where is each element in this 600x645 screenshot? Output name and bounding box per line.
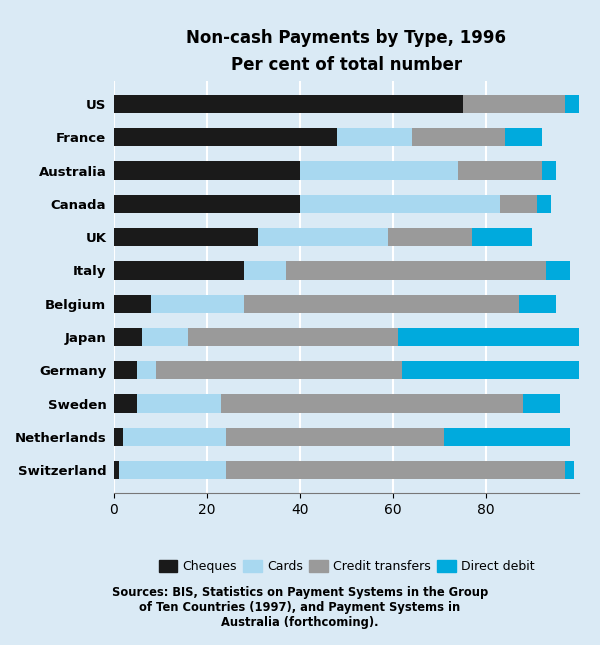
Bar <box>537 195 551 213</box>
Bar <box>542 161 556 180</box>
Bar <box>151 295 244 313</box>
Bar <box>156 361 402 379</box>
Bar <box>142 328 188 346</box>
Bar <box>523 394 560 413</box>
Bar <box>114 161 300 180</box>
Bar <box>463 95 565 113</box>
Bar <box>114 295 151 313</box>
Bar <box>565 95 579 113</box>
Bar <box>114 128 337 146</box>
Bar <box>258 228 388 246</box>
Bar <box>137 361 156 379</box>
Bar <box>114 261 244 279</box>
Bar <box>114 361 137 379</box>
Bar <box>398 328 579 346</box>
Bar <box>137 394 221 413</box>
Bar <box>300 161 458 180</box>
Bar <box>472 228 532 246</box>
Bar <box>244 295 518 313</box>
Bar <box>124 428 226 446</box>
Bar <box>565 461 574 479</box>
Bar <box>114 228 258 246</box>
Bar <box>119 461 226 479</box>
Bar <box>518 295 556 313</box>
Bar <box>226 428 444 446</box>
Bar <box>114 394 137 413</box>
Bar <box>444 428 569 446</box>
Bar <box>188 328 398 346</box>
Legend: Cheques, Cards, Credit transfers, Direct debit: Cheques, Cards, Credit transfers, Direct… <box>154 555 539 578</box>
Bar <box>337 128 412 146</box>
Bar <box>226 461 565 479</box>
Bar <box>505 128 542 146</box>
Bar <box>244 261 286 279</box>
Bar <box>286 261 547 279</box>
Bar <box>114 328 142 346</box>
Bar <box>114 428 124 446</box>
Bar <box>412 128 505 146</box>
Bar <box>221 394 523 413</box>
Bar <box>500 195 537 213</box>
Bar <box>114 195 300 213</box>
Bar <box>300 195 500 213</box>
Title: Non-cash Payments by Type, 1996
Per cent of total number: Non-cash Payments by Type, 1996 Per cent… <box>187 29 506 74</box>
Text: Sources: BIS, Statistics on Payment Systems in the Group
of Ten Countries (1997): Sources: BIS, Statistics on Payment Syst… <box>112 586 488 629</box>
Bar <box>547 261 569 279</box>
Bar <box>114 461 119 479</box>
Bar <box>114 95 463 113</box>
Bar <box>388 228 472 246</box>
Bar <box>458 161 542 180</box>
Bar <box>402 361 579 379</box>
